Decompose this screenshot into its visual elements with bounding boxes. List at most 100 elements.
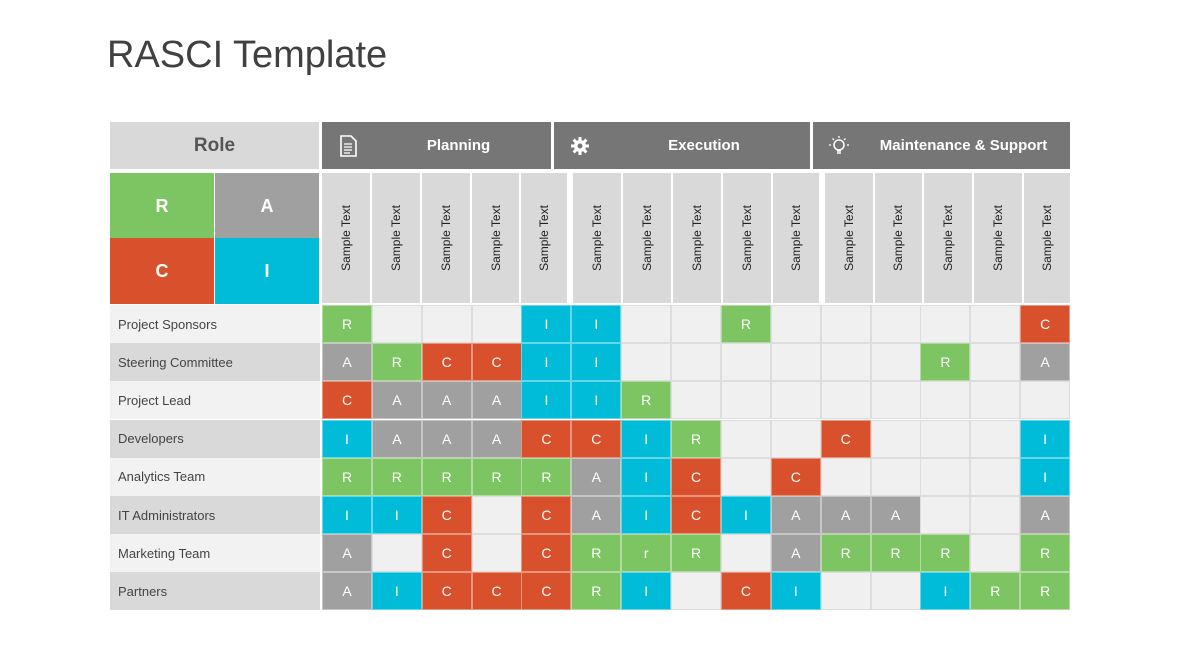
matrix-cell[interactable] [770, 381, 821, 420]
matrix-cell[interactable] [720, 457, 771, 496]
matrix-cell[interactable]: C [521, 534, 572, 573]
matrix-cell[interactable]: I [1020, 457, 1071, 496]
matrix-cell[interactable] [621, 343, 672, 382]
matrix-cell[interactable] [970, 496, 1021, 534]
matrix-cell[interactable]: R [1020, 534, 1071, 573]
matrix-cell[interactable] [770, 343, 821, 382]
matrix-cell[interactable]: A [1020, 343, 1071, 382]
matrix-cell[interactable]: C [521, 496, 572, 534]
matrix-cell[interactable]: R [621, 381, 672, 420]
matrix-cell[interactable]: A [322, 572, 372, 611]
matrix-cell[interactable]: R [571, 534, 622, 573]
matrix-cell[interactable]: C [421, 572, 472, 611]
matrix-cell[interactable]: A [371, 419, 422, 458]
matrix-cell[interactable]: C [671, 457, 722, 496]
matrix-cell[interactable]: R [571, 572, 622, 611]
matrix-cell[interactable]: R [720, 305, 771, 343]
matrix-cell[interactable]: A [770, 534, 821, 573]
matrix-cell[interactable]: R [371, 457, 422, 496]
matrix-cell[interactable]: R [421, 457, 472, 496]
matrix-cell[interactable]: A [322, 534, 372, 573]
matrix-cell[interactable]: C [820, 419, 871, 458]
matrix-cell[interactable]: I [621, 496, 672, 534]
matrix-cell[interactable] [720, 343, 771, 382]
matrix-cell[interactable]: A [770, 496, 821, 534]
matrix-cell[interactable]: I [521, 305, 572, 343]
matrix-cell[interactable]: I [322, 496, 372, 534]
matrix-cell[interactable]: A [820, 496, 871, 534]
matrix-cell[interactable]: A [571, 457, 622, 496]
matrix-cell[interactable] [770, 419, 821, 458]
matrix-cell[interactable] [870, 305, 921, 343]
matrix-cell[interactable]: I [621, 419, 672, 458]
matrix-cell[interactable]: I [920, 572, 971, 611]
matrix-cell[interactable]: A [421, 381, 472, 420]
matrix-cell[interactable] [720, 381, 771, 420]
matrix-cell[interactable] [371, 305, 422, 343]
matrix-cell[interactable]: R [970, 572, 1021, 611]
matrix-cell[interactable] [820, 305, 871, 343]
matrix-cell[interactable]: I [621, 572, 672, 611]
matrix-cell[interactable]: A [471, 381, 522, 420]
matrix-cell[interactable] [471, 534, 522, 573]
matrix-cell[interactable] [870, 457, 921, 496]
matrix-cell[interactable] [421, 305, 472, 343]
matrix-cell[interactable] [471, 496, 522, 534]
matrix-cell[interactable] [671, 305, 722, 343]
matrix-cell[interactable] [970, 457, 1021, 496]
matrix-cell[interactable] [671, 343, 722, 382]
matrix-cell[interactable] [471, 305, 522, 343]
matrix-cell[interactable] [671, 572, 722, 611]
matrix-cell[interactable] [371, 534, 422, 573]
matrix-cell[interactable]: A [322, 343, 372, 382]
matrix-cell[interactable]: I [322, 419, 372, 458]
matrix-cell[interactable]: C [471, 343, 522, 382]
matrix-cell[interactable]: A [371, 381, 422, 420]
matrix-cell[interactable]: R [1020, 572, 1071, 611]
matrix-cell[interactable] [970, 381, 1021, 420]
matrix-cell[interactable]: A [471, 419, 522, 458]
matrix-cell[interactable]: A [1020, 496, 1071, 534]
matrix-cell[interactable]: I [521, 381, 572, 420]
matrix-cell[interactable] [720, 419, 771, 458]
matrix-cell[interactable]: C [521, 572, 572, 611]
matrix-cell[interactable] [920, 305, 971, 343]
matrix-cell[interactable]: R [820, 534, 871, 573]
matrix-cell[interactable] [820, 572, 871, 611]
matrix-cell[interactable]: R [521, 457, 572, 496]
matrix-cell[interactable]: R [371, 343, 422, 382]
matrix-cell[interactable]: C [322, 381, 372, 420]
matrix-cell[interactable]: C [720, 572, 771, 611]
matrix-cell[interactable]: C [471, 572, 522, 611]
matrix-cell[interactable]: I [770, 572, 821, 611]
matrix-cell[interactable] [920, 457, 971, 496]
matrix-cell[interactable] [671, 381, 722, 420]
matrix-cell[interactable]: I [720, 496, 771, 534]
matrix-cell[interactable] [920, 496, 971, 534]
matrix-cell[interactable] [870, 572, 921, 611]
matrix-cell[interactable]: A [571, 496, 622, 534]
matrix-cell[interactable]: C [770, 457, 821, 496]
matrix-cell[interactable]: C [521, 419, 572, 458]
matrix-cell[interactable]: I [521, 343, 572, 382]
matrix-cell[interactable] [970, 534, 1021, 573]
matrix-cell[interactable]: R [322, 457, 372, 496]
matrix-cell[interactable] [820, 343, 871, 382]
matrix-cell[interactable] [720, 534, 771, 573]
matrix-cell[interactable]: A [421, 419, 472, 458]
matrix-cell[interactable]: C [571, 419, 622, 458]
matrix-cell[interactable] [770, 305, 821, 343]
matrix-cell[interactable] [920, 419, 971, 458]
matrix-cell[interactable]: C [421, 496, 472, 534]
matrix-cell[interactable]: R [471, 457, 522, 496]
matrix-cell[interactable]: I [371, 572, 422, 611]
matrix-cell[interactable]: I [621, 457, 672, 496]
matrix-cell[interactable]: R [920, 534, 971, 573]
matrix-cell[interactable]: A [870, 496, 921, 534]
matrix-cell[interactable]: C [421, 534, 472, 573]
matrix-cell[interactable]: C [1020, 305, 1071, 343]
matrix-cell[interactable] [820, 457, 871, 496]
matrix-cell[interactable] [970, 343, 1021, 382]
matrix-cell[interactable] [621, 305, 672, 343]
matrix-cell[interactable]: I [371, 496, 422, 534]
